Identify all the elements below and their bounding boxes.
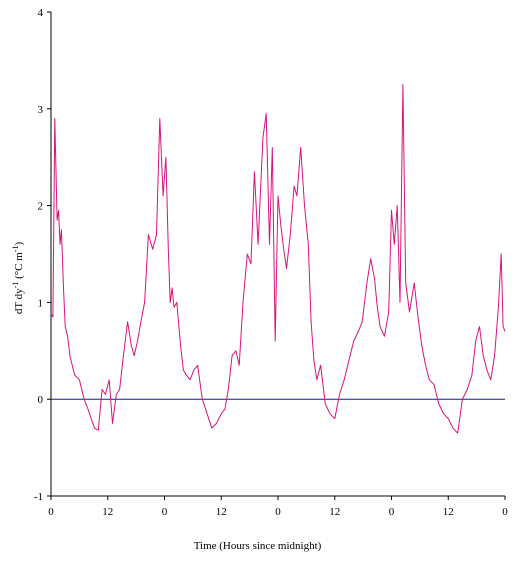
x-tick-label: 0: [389, 506, 395, 518]
y-tick-label: 1: [38, 297, 44, 309]
x-tick-label: 0: [162, 506, 168, 518]
y-tick-label: 2: [38, 201, 44, 213]
x-axis-label: Time (Hours since midnight): [193, 540, 322, 552]
svg-text:dT dy-1 (°C m-1): dT dy-1 (°C m-1): [11, 242, 25, 315]
x-tick-label: 12: [443, 506, 454, 518]
y-tick-label: 3: [38, 104, 44, 116]
x-tick-label: 12: [329, 506, 340, 518]
y-axis-label: dT dy-1 (°C m-1): [11, 242, 25, 315]
x-tick-label: 12: [216, 506, 227, 518]
x-tick-label: 12: [102, 506, 113, 518]
series-line: [50, 84, 506, 434]
x-tick-label: 0: [275, 506, 281, 518]
y-tick-label: 0: [38, 394, 44, 406]
x-tick-label: 0: [48, 506, 54, 518]
y-tick-label: -1: [34, 491, 43, 503]
x-tick-label: 0: [502, 506, 508, 518]
y-tick-label: 4: [38, 7, 44, 19]
